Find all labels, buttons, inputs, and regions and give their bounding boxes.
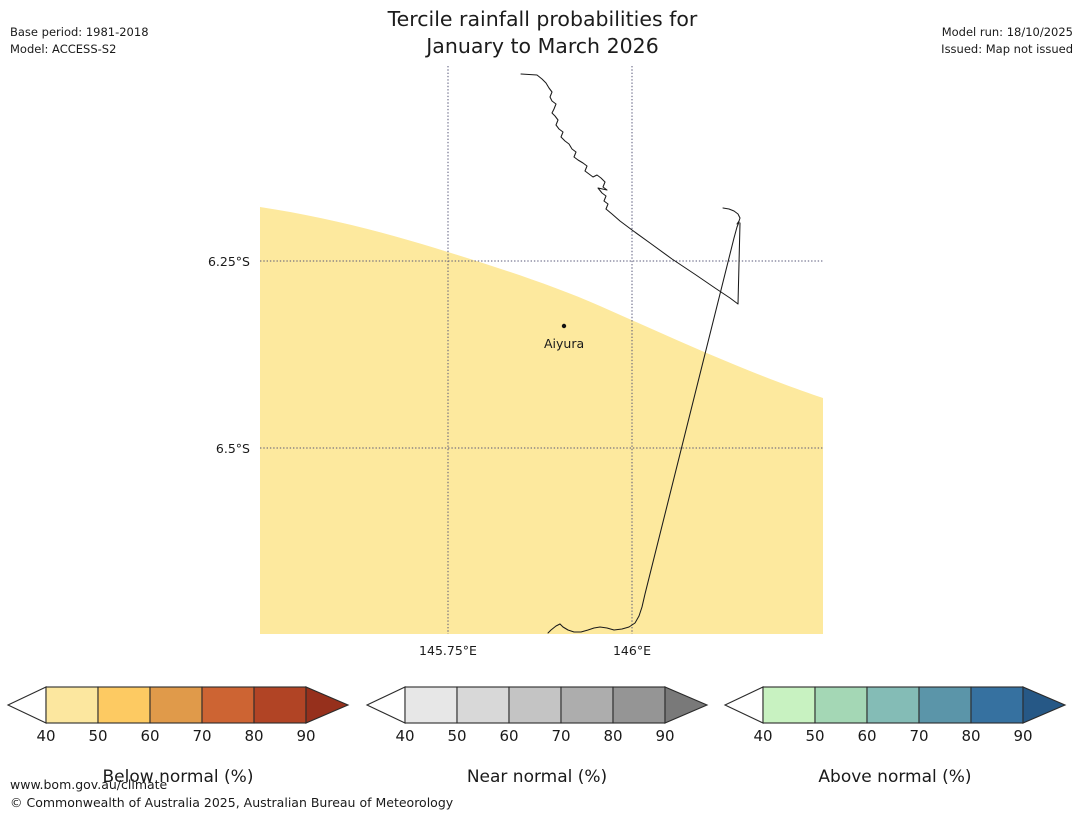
province-border-kink	[722, 207, 741, 225]
cbar-above-tick-90: 90	[1013, 727, 1033, 745]
cbar-near-tick-40: 40	[395, 727, 415, 745]
cbar-above-tick-50: 50	[805, 727, 825, 745]
province-border-east	[559, 221, 740, 633]
axis-tick-lat-6-25: 6.25°S	[207, 254, 250, 269]
axis-tick-lon-145-75: 145.75°E	[419, 643, 477, 658]
colorbar-below-swatches	[45, 686, 307, 724]
city-marker-aiyura[interactable]	[561, 323, 567, 329]
metadata-left: Base period: 1981-2018 Model: ACCESS-S2	[10, 24, 149, 58]
cbar-near-tick-60: 60	[499, 727, 519, 745]
title-line-1: Tercile rainfall probabilities for	[387, 7, 698, 31]
colorbar-under-arrow	[365, 686, 406, 724]
cbar-below-tick-80: 80	[244, 727, 264, 745]
colorbar-above-normal-svg	[723, 686, 1067, 724]
colorbar-above-swatches	[762, 686, 1024, 724]
colorbar-near-normal-svg	[365, 686, 709, 724]
cbar-below-tick-70: 70	[192, 727, 212, 745]
colorbar-under-arrow	[6, 686, 47, 724]
colorbar-near-normal: 40 50 60 70 80 90 Near normal (%)	[362, 684, 712, 787]
city-dot-icon	[561, 323, 567, 329]
colorbar-below-label: Below normal (%)	[102, 767, 254, 787]
colorbar-above-normal: 40 50 60 70 80 90 Above normal (%)	[720, 684, 1070, 787]
footer-url[interactable]: www.bom.gov.au/climate	[10, 777, 168, 792]
colorbar-under-arrow	[723, 686, 764, 724]
issued-text: Issued: Map not issued	[941, 42, 1073, 56]
cbar-above-tick-70: 70	[909, 727, 929, 745]
cbar-near-tick-80: 80	[603, 727, 623, 745]
probability-shading-region	[260, 207, 823, 634]
cbar-near-tick-50: 50	[447, 727, 467, 745]
footer: www.bom.gov.au/climate © Commonwealth of…	[10, 776, 453, 812]
cbar-near-tick-90: 90	[655, 727, 675, 745]
model-text: Model: ACCESS-S2	[10, 42, 117, 56]
colorbar-over-arrow	[664, 686, 709, 724]
colorbar-above-ticks: 40 50 60 70 80 90	[720, 727, 1070, 747]
map-graticule	[260, 66, 823, 634]
cbar-above-tick-40: 40	[753, 727, 773, 745]
metadata-right: Model run: 18/10/2025 Issued: Map not is…	[941, 24, 1073, 58]
colorbar-over-arrow	[305, 686, 350, 724]
axis-tick-lat-6-5: 6.5°S	[215, 441, 250, 456]
cbar-near-tick-70: 70	[551, 727, 571, 745]
colorbar-near-swatches	[404, 686, 666, 724]
cbar-below-tick-60: 60	[140, 727, 160, 745]
colorbar-over-arrow	[1022, 686, 1067, 724]
colorbar-near-ticks: 40 50 60 70 80 90	[362, 727, 712, 747]
footer-copyright: © Commonwealth of Australia 2025, Austra…	[10, 795, 454, 810]
colorbar-below-normal-svg	[6, 686, 350, 724]
province-border-southwest	[547, 623, 561, 634]
base-period-text: Base period: 1981-2018	[10, 25, 149, 39]
cbar-above-tick-80: 80	[961, 727, 981, 745]
title-line-2: January to March 2026	[426, 34, 659, 58]
colorbar-below-normal: 40 50 60 70 80 90 Below normal (%)	[3, 684, 353, 787]
cbar-above-tick-60: 60	[857, 727, 877, 745]
cbar-below-tick-40: 40	[36, 727, 56, 745]
model-run-text: Model run: 18/10/2025	[941, 25, 1073, 39]
map-svg	[260, 66, 823, 634]
map-panel: Aiyura	[260, 66, 823, 634]
page-title: Tercile rainfall probabilities for Janua…	[0, 6, 1085, 60]
colorbar-below-ticks: 40 50 60 70 80 90	[3, 727, 353, 747]
cbar-below-tick-90: 90	[296, 727, 316, 745]
axis-tick-lon-146: 146°E	[612, 643, 651, 658]
cbar-below-tick-50: 50	[88, 727, 108, 745]
colorbar-above-label: Above normal (%)	[818, 767, 972, 787]
coastline-north	[520, 73, 609, 210]
province-border-line	[605, 208, 741, 305]
coastline-and-border	[520, 73, 741, 634]
colorbar-near-label: Near normal (%)	[466, 767, 608, 787]
city-label-aiyura: Aiyura	[544, 336, 585, 351]
